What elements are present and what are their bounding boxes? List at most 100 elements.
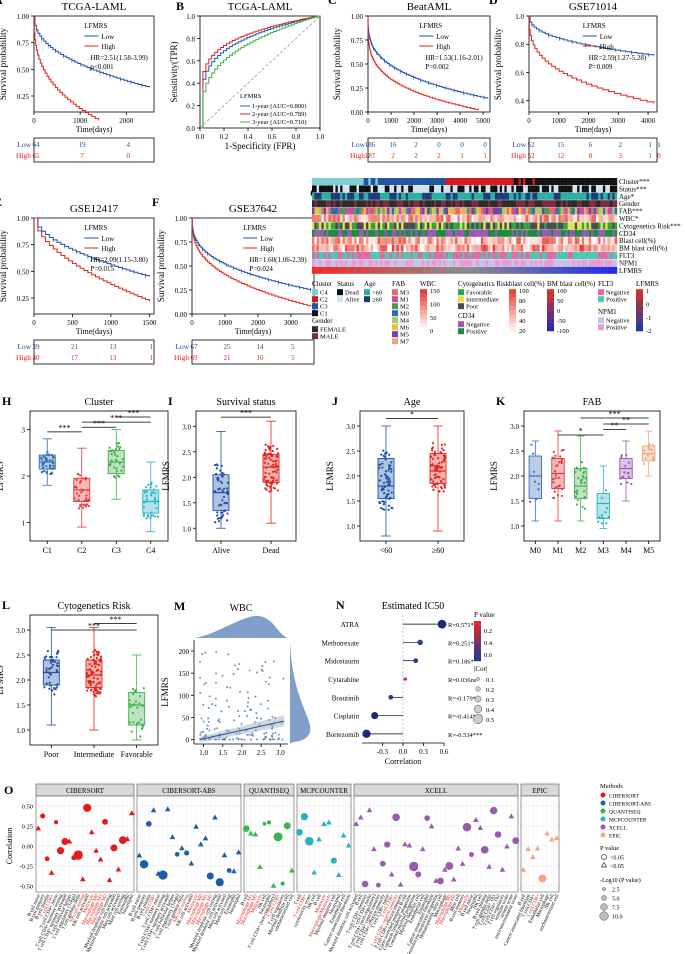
heatmap-cell bbox=[466, 244, 470, 252]
heatmap-cell bbox=[600, 178, 604, 185]
heatmap-cell bbox=[375, 185, 378, 193]
heatmap-cell bbox=[424, 200, 428, 208]
y-tick-label: -0.25 bbox=[19, 864, 33, 871]
heatmap-cell bbox=[312, 252, 315, 259]
panel-letter: K bbox=[496, 394, 506, 408]
heatmap-cell bbox=[368, 207, 371, 215]
heatmap-cell bbox=[424, 192, 428, 200]
legend-swatch bbox=[458, 328, 464, 335]
heatmap-cell bbox=[532, 244, 536, 252]
heatmap-cell bbox=[312, 215, 315, 222]
heatmap-cell bbox=[321, 192, 324, 200]
heatmap-cell bbox=[436, 259, 439, 267]
heatmap-cell bbox=[553, 200, 557, 208]
heatmap-cell bbox=[581, 215, 585, 222]
heatmap-cell bbox=[560, 192, 564, 200]
heatmap-cell bbox=[572, 192, 575, 200]
legend-entry: Dead bbox=[345, 290, 359, 297]
legend-title: LFMRS bbox=[240, 93, 262, 100]
heatmap-cell bbox=[377, 207, 381, 215]
heatmap-cell bbox=[333, 266, 336, 274]
correlation-triangle bbox=[504, 843, 510, 849]
heatmap-cell bbox=[499, 200, 503, 208]
heatmap-cell bbox=[518, 207, 522, 215]
data-point bbox=[47, 676, 50, 679]
legend-title: P value bbox=[600, 845, 619, 852]
legend-swatch bbox=[600, 816, 606, 822]
heatmap-cell bbox=[480, 215, 484, 222]
data-point bbox=[259, 717, 262, 720]
heatmap-cell bbox=[370, 192, 374, 200]
heatmap-cell bbox=[591, 192, 594, 200]
heatmap-cell bbox=[556, 237, 559, 245]
heatmap-cell bbox=[476, 185, 479, 193]
heatmap-cell bbox=[593, 192, 597, 200]
heatmap-cell bbox=[419, 207, 423, 215]
data-point bbox=[88, 663, 91, 666]
heatmap-cell bbox=[335, 266, 339, 274]
heatmap-cell bbox=[365, 259, 369, 267]
heatmap-cell bbox=[450, 266, 453, 274]
heatmap-cell bbox=[497, 178, 500, 185]
heatmap-cell bbox=[340, 259, 343, 267]
heatmap-cell bbox=[495, 222, 498, 230]
heatmap-cell bbox=[541, 229, 545, 237]
significance-label: *** bbox=[109, 615, 121, 624]
legend-swatch bbox=[312, 333, 318, 340]
heatmap-cell bbox=[365, 252, 369, 259]
data-point bbox=[206, 724, 209, 727]
x-tick-label: 0.2 bbox=[220, 133, 229, 141]
heatmap-cell bbox=[480, 222, 484, 230]
heatmap-cell bbox=[511, 229, 514, 237]
data-point bbox=[87, 498, 90, 501]
legend-entry: Positive bbox=[606, 325, 627, 332]
data-point bbox=[651, 456, 655, 459]
roc-curve bbox=[200, 15, 320, 129]
risk-row-label-high: High bbox=[174, 353, 189, 362]
heatmap-cell bbox=[396, 222, 400, 230]
heatmap-cell bbox=[551, 178, 554, 185]
heatmap-cell bbox=[548, 185, 552, 193]
legend-gradient-step bbox=[474, 625, 481, 630]
heatmap-cell bbox=[607, 207, 611, 215]
heatmap-cell bbox=[326, 229, 329, 237]
heatmap-cell bbox=[593, 229, 597, 237]
heatmap-cell bbox=[551, 244, 554, 252]
correlation-dot bbox=[379, 860, 386, 867]
data-point bbox=[258, 723, 261, 726]
data-point bbox=[97, 663, 101, 667]
correlation-triangle bbox=[128, 810, 135, 816]
legend-entry: MCPCOUNTER bbox=[609, 818, 647, 824]
panel-title: Estimated IC50 bbox=[382, 601, 445, 612]
heatmap-cell bbox=[419, 229, 423, 237]
correlation-triangle bbox=[530, 854, 536, 860]
heatmap-cell bbox=[553, 229, 557, 237]
heatmap-cell bbox=[436, 222, 439, 230]
heatmap-cell bbox=[513, 259, 517, 267]
heatmap-cell bbox=[455, 259, 458, 267]
heatmap-cell bbox=[593, 244, 597, 252]
legend-entry: Positive bbox=[466, 329, 487, 336]
heatmap-cell bbox=[445, 222, 449, 230]
data-point bbox=[552, 450, 555, 454]
cell-type-label: NK cell bbox=[473, 893, 484, 910]
heatmap-cell bbox=[344, 259, 348, 267]
legend-entry: ≥60 bbox=[372, 297, 382, 304]
heatmap-cell bbox=[347, 207, 350, 215]
heatmap-cell bbox=[530, 229, 533, 237]
heatmap-cell bbox=[588, 178, 592, 185]
heatmap-cell bbox=[314, 215, 317, 222]
heatmap-cell bbox=[415, 178, 418, 185]
heatmap-cell bbox=[312, 200, 315, 208]
data-point bbox=[73, 497, 76, 500]
heatmap-cell bbox=[408, 207, 411, 215]
data-point bbox=[115, 458, 118, 462]
heatmap-cell bbox=[312, 222, 315, 230]
heatmap-cell bbox=[497, 244, 500, 252]
heatmap-cell bbox=[436, 178, 439, 185]
data-point bbox=[437, 475, 440, 478]
correlation-triangle bbox=[477, 824, 484, 830]
diagonal bbox=[199, 15, 321, 129]
heatmap-cell bbox=[541, 185, 545, 193]
risk-row-label-high: High bbox=[16, 151, 31, 160]
